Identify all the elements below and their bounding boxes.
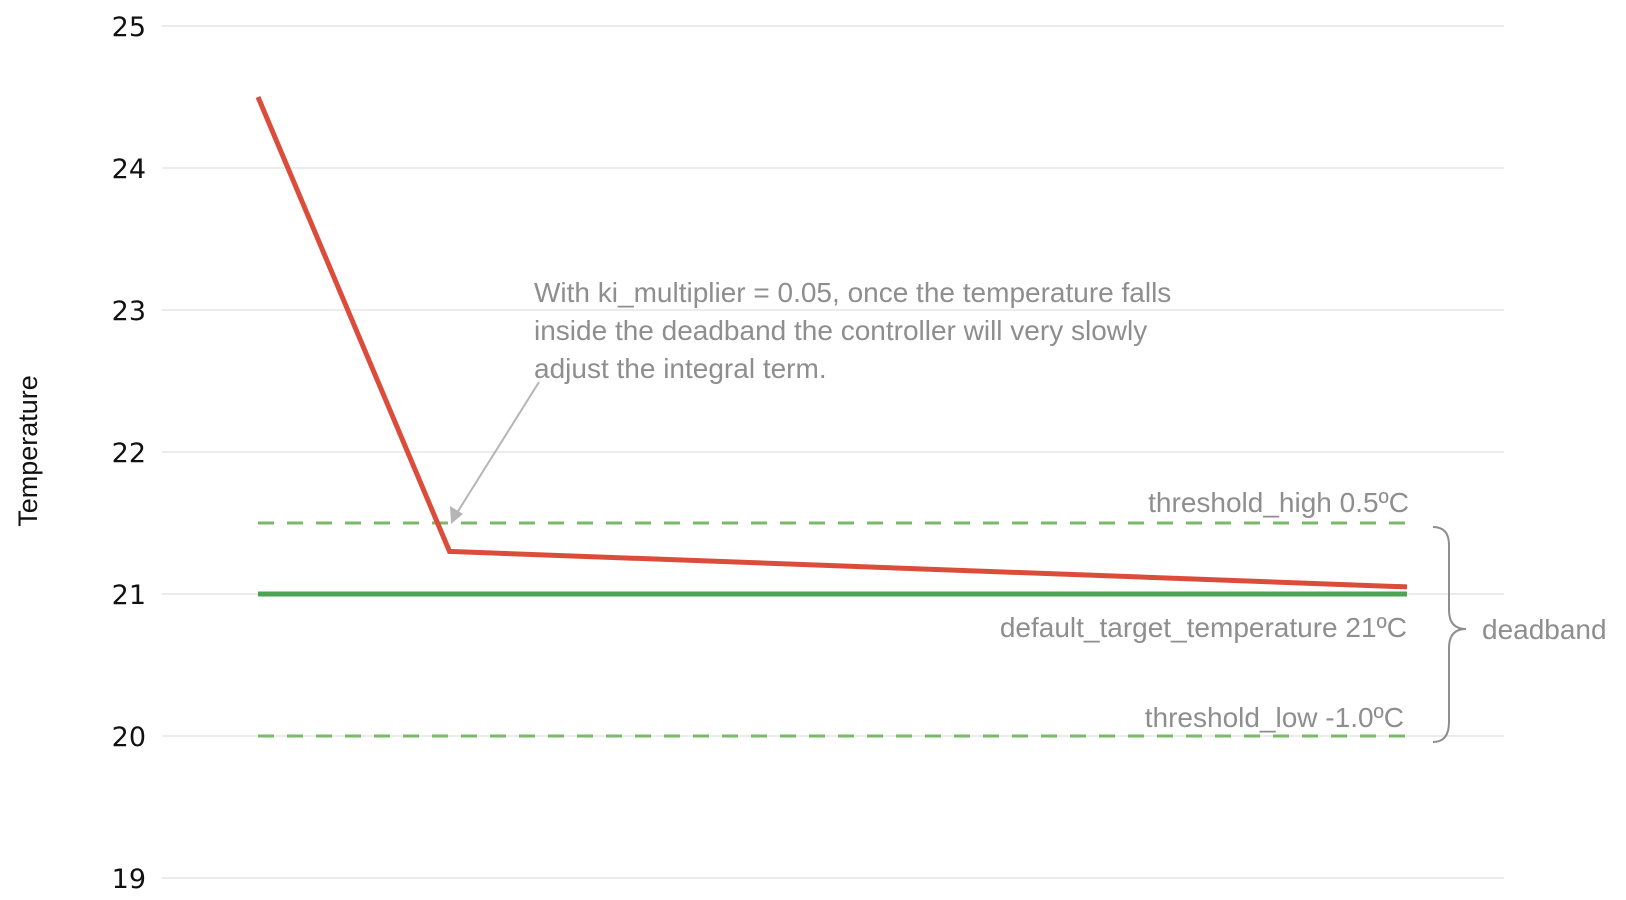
series-lines [255,96,1408,738]
annotation-note: With ki_multiplier = 0.05, once the temp… [450,277,1171,524]
threshold-high-label: threshold_high 0.5ºC [1148,487,1409,518]
y-tick-label: 20 [112,722,146,753]
note-line-1: With ki_multiplier = 0.05, once the temp… [534,277,1171,308]
y-tick-labels: 19 20 21 22 23 24 25 [112,12,146,895]
y-tick-label: 23 [112,296,146,327]
y-axis-title: Temperature [13,375,43,527]
y-tick-label: 22 [112,438,146,469]
note-line-3: adjust the integral term. [534,353,827,384]
annotation-arrow [454,381,540,517]
series-line-0 [255,96,1408,590]
note-line-2: inside the deadband the controller will … [534,315,1147,346]
deadband-brace [1432,526,1467,743]
grid-lines [162,25,1504,879]
arrow-head-icon [450,506,463,524]
default-target-label: default_target_temperature 21ºC [1000,612,1407,643]
y-tick-label: 24 [112,154,146,185]
y-tick-label: 25 [112,12,146,43]
threshold-low-label: threshold_low -1.0ºC [1145,702,1404,733]
y-tick-label: 19 [112,864,146,895]
deadband-label: deadband [1482,614,1607,645]
y-tick-label: 21 [112,580,146,611]
